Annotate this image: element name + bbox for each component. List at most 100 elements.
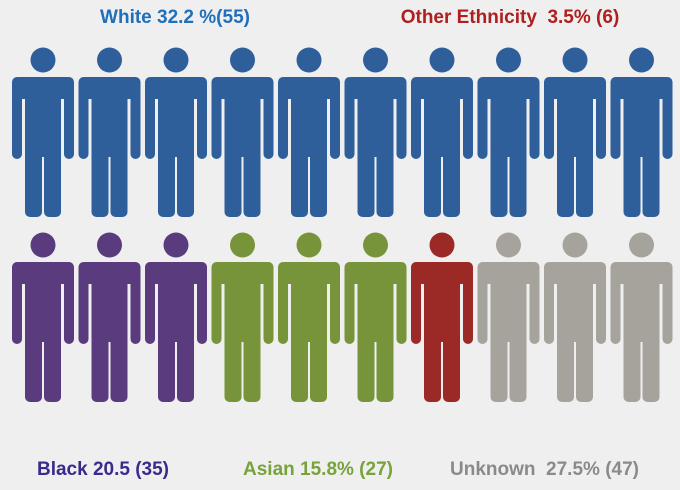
icon-head [429, 47, 455, 73]
icon-leg [310, 327, 327, 402]
icon-leg [623, 142, 641, 217]
person-icon [278, 47, 340, 217]
icon-leg [357, 327, 375, 402]
icon-head [629, 232, 654, 258]
icon-leg [443, 327, 460, 402]
icon-head [230, 232, 255, 258]
icon-leg [576, 327, 593, 402]
person-icon [411, 232, 473, 402]
group-label: Asian 15.8% (27) [243, 459, 393, 480]
icon-leg [158, 327, 175, 402]
icon-arm [263, 77, 274, 159]
icon-head [629, 47, 654, 73]
group-label: Other Ethnicity 3.5% (6) [401, 7, 620, 28]
icon-head [363, 232, 388, 258]
icon-leg [243, 327, 261, 402]
icon-leg [557, 142, 574, 217]
icon-head [363, 47, 388, 73]
group-label: White 32.2 %(55) [100, 7, 250, 28]
icon-arm [197, 77, 207, 159]
icon-arm [529, 77, 540, 159]
icon-head [163, 232, 189, 258]
icon-leg [310, 142, 327, 217]
icon-arm [529, 262, 540, 344]
icon-leg [642, 327, 660, 402]
icon-arm [145, 77, 155, 159]
icon-arm [596, 262, 606, 344]
person-icon [78, 47, 141, 217]
icon-leg [424, 327, 441, 402]
icon-arm [130, 262, 141, 344]
icon-leg [557, 327, 574, 402]
icon-arm [596, 77, 606, 159]
icon-arm [12, 262, 22, 344]
icon-leg [177, 142, 194, 217]
person-icon [477, 47, 540, 217]
icon-head [30, 47, 56, 73]
icon-arm [662, 262, 673, 344]
icon-arm [64, 262, 74, 344]
icon-head [97, 47, 122, 73]
icon-leg [376, 327, 394, 402]
person-icon [12, 47, 74, 217]
group-label: Black 20.5 (35) [37, 459, 169, 480]
icon-arm [263, 262, 274, 344]
icon-leg [623, 327, 641, 402]
icon-head [230, 47, 255, 73]
icon-leg [224, 327, 242, 402]
icon-leg [44, 142, 61, 217]
icon-leg [443, 142, 460, 217]
person-icon [344, 47, 407, 217]
icon-leg [243, 142, 261, 217]
icon-arm [477, 262, 488, 344]
icon-leg [576, 142, 593, 217]
icon-leg [490, 142, 508, 217]
icon-arm [330, 77, 340, 159]
icon-leg [91, 142, 109, 217]
person-icon [78, 232, 141, 402]
icon-arm [610, 77, 621, 159]
icon-leg [509, 142, 527, 217]
person-icon [211, 47, 274, 217]
icon-arm [197, 262, 207, 344]
icon-head [429, 232, 455, 258]
icon-arm [411, 77, 421, 159]
person-icon [477, 232, 540, 402]
icon-leg [158, 142, 175, 217]
icon-leg [110, 142, 128, 217]
icon-arm [477, 77, 488, 159]
icon-arm [411, 262, 421, 344]
icon-leg [25, 327, 42, 402]
icon-arm [544, 262, 554, 344]
icon-arm [12, 77, 22, 159]
person-icon [544, 47, 606, 217]
person-icon [145, 47, 207, 217]
icon-arm [211, 262, 222, 344]
icon-head [562, 47, 588, 73]
icon-leg [509, 327, 527, 402]
icon-arm [610, 262, 621, 344]
icon-arm [544, 77, 554, 159]
icon-head [496, 47, 521, 73]
icon-leg [91, 327, 109, 402]
icon-leg [25, 142, 42, 217]
icon-arm [662, 77, 673, 159]
icon-arm [396, 77, 407, 159]
icon-leg [376, 142, 394, 217]
icon-head [496, 232, 521, 258]
icon-leg [44, 327, 61, 402]
person-icon [411, 47, 473, 217]
icon-arm [463, 262, 473, 344]
icon-arm [463, 77, 473, 159]
icon-head [97, 232, 122, 258]
icon-leg [110, 327, 128, 402]
person-icon [145, 232, 207, 402]
icon-arm [145, 262, 155, 344]
icon-arm [344, 77, 355, 159]
icon-arm [344, 262, 355, 344]
icon-leg [224, 142, 242, 217]
icon-arm [78, 77, 89, 159]
icon-head [30, 232, 56, 258]
icon-head [296, 47, 322, 73]
icon-leg [177, 327, 194, 402]
